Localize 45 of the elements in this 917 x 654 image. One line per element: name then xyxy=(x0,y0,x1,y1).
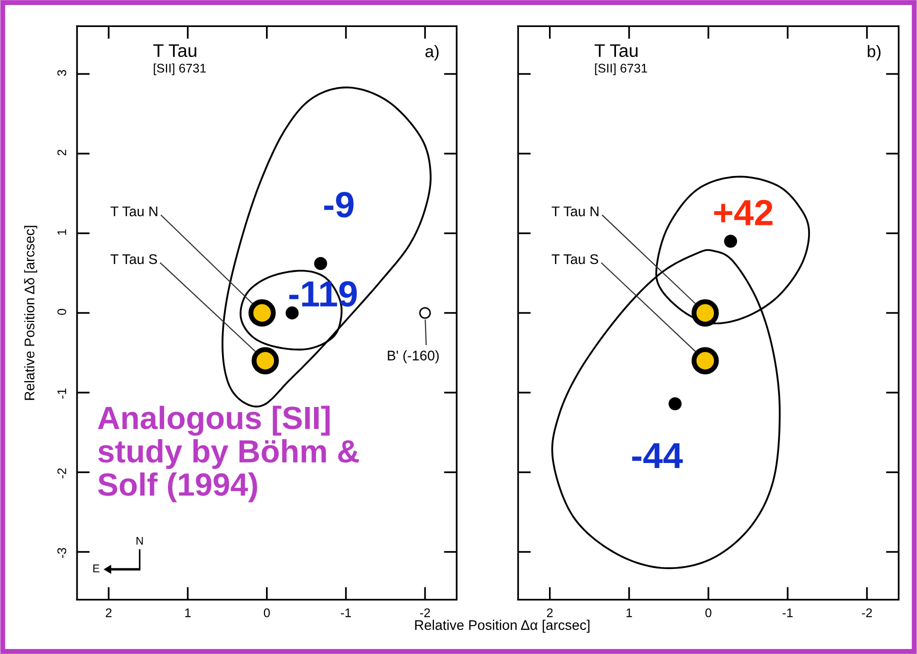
point xyxy=(314,257,328,270)
x-tick-label: 2 xyxy=(106,608,112,618)
x-tick-label: 0 xyxy=(264,608,270,618)
annotation: E xyxy=(93,564,100,572)
text: T Tau xyxy=(153,44,196,58)
annotation: N xyxy=(136,537,143,545)
x-tick-label: -2 xyxy=(420,608,430,618)
annotation: -44 xyxy=(632,443,683,468)
x-tick-label: -1 xyxy=(782,608,793,618)
y-tick-label: 3 xyxy=(57,70,66,76)
point xyxy=(692,347,719,374)
text: T Tau xyxy=(594,44,638,58)
y-tick-label: 1 xyxy=(58,229,66,235)
y-tick-label: -2 xyxy=(57,468,66,478)
x-axis-title: Relative Position Δα [arcsec] xyxy=(415,620,590,633)
y-tick-label: -1 xyxy=(58,388,66,399)
y-tick-label: 2 xyxy=(57,150,66,156)
point xyxy=(419,307,431,319)
y-tick-label: 0 xyxy=(57,308,66,315)
point xyxy=(252,347,279,374)
y-tick-label: -3 xyxy=(57,548,66,558)
x-tick-label: 1 xyxy=(185,608,191,618)
point xyxy=(668,397,682,410)
text: [SII] 6731 xyxy=(154,63,206,76)
annotation: -9 xyxy=(324,192,354,218)
annotation: Analogous [SII] study by Böhm & Solf (1994) xyxy=(98,406,359,502)
text: T Tau S xyxy=(110,254,157,264)
x-tick-label: 1 xyxy=(626,608,632,618)
point xyxy=(724,234,738,248)
x-tick-label: 0 xyxy=(705,608,712,618)
x-tick-label: -2 xyxy=(862,608,872,618)
annotation: b) xyxy=(868,45,880,61)
annotation: +42 xyxy=(714,200,772,226)
x-tick-label: 2 xyxy=(546,608,553,618)
point xyxy=(286,306,299,320)
point xyxy=(692,299,719,327)
point xyxy=(248,299,276,327)
text: [SII] 6731 xyxy=(595,63,648,76)
y-axis-title: Relative Position Δδ [arcsec] xyxy=(24,226,38,400)
text: B' (-160) xyxy=(388,350,439,364)
text: T Tau N xyxy=(110,206,158,216)
text: T Tau N xyxy=(552,206,598,216)
x-tick-label: -1 xyxy=(340,608,351,618)
annotation: a) xyxy=(425,45,439,61)
text: T Tau S xyxy=(552,254,598,264)
